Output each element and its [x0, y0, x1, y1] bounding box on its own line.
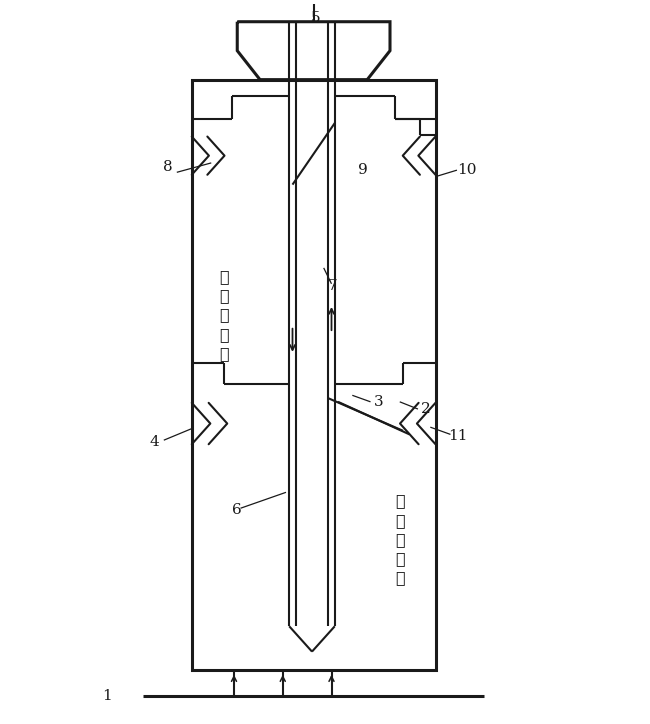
Text: 第
二
反
应
室: 第 二 反 应 室 [220, 269, 229, 361]
Text: 3: 3 [374, 395, 383, 409]
Text: 8: 8 [163, 159, 172, 174]
Text: 10: 10 [457, 163, 476, 177]
Text: 11: 11 [448, 429, 468, 443]
Text: 第
一
反
应
室: 第 一 反 应 室 [395, 494, 404, 585]
Text: 5: 5 [311, 11, 320, 25]
Text: 6: 6 [233, 503, 242, 518]
Text: 4: 4 [150, 434, 160, 449]
Bar [192, 80, 436, 670]
Text: 2: 2 [421, 402, 430, 416]
Text: 1: 1 [103, 689, 112, 704]
Text: 7: 7 [328, 279, 337, 293]
Text: 9: 9 [358, 163, 368, 177]
